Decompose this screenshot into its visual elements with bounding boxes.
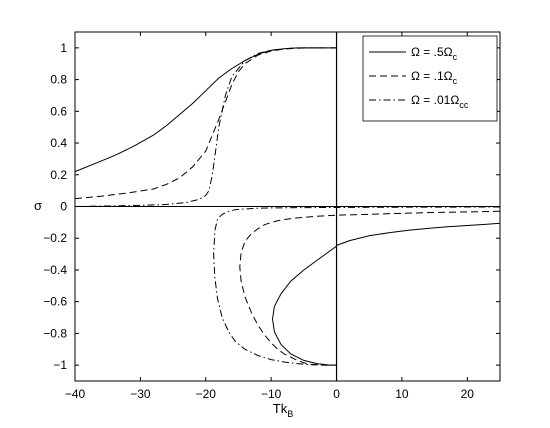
- legend-label-2: Ω = .1Ωc: [411, 69, 458, 86]
- series-1-line-branch-3: [336, 222, 501, 246]
- y-tick-label: −0.4: [43, 263, 67, 277]
- series-2-line-branch-1: [74, 47, 337, 200]
- y-tick-label: −0.2: [43, 231, 67, 245]
- x-axis-label: TkB: [273, 401, 293, 419]
- y-tick-label: −1: [53, 358, 67, 372]
- x-tick-label: 20: [461, 387, 475, 401]
- series-3-line-branch-1: [74, 47, 337, 207]
- legend: Ω = .5Ωc Ω = .1Ωc Ω = .01Ωcc: [362, 35, 498, 122]
- y-tick-label: 0.4: [50, 136, 67, 150]
- legend-label-3: Ω = .01Ωcc: [411, 93, 469, 110]
- y-tick-label: 0.8: [50, 73, 67, 87]
- legend-label-1: Ω = .5Ωc: [411, 45, 458, 62]
- series-3-line-branch-2: [213, 206, 501, 366]
- y-tick-label: 1: [60, 41, 67, 55]
- y-tick-label: −0.6: [43, 295, 67, 309]
- x-tick-label: −30: [130, 387, 151, 401]
- legend-box: [362, 35, 498, 122]
- x-tick-label: −40: [65, 387, 86, 401]
- x-tick-label: 0: [333, 387, 340, 401]
- series-2-line-branch-2: [239, 210, 501, 366]
- y-axis-label: σ: [34, 198, 42, 213]
- y-tick-label: 0.6: [50, 104, 67, 118]
- y-tick-label: 0.2: [50, 168, 67, 182]
- x-tick-label: 10: [395, 387, 409, 401]
- x-tick-label: −20: [196, 387, 217, 401]
- x-tick-label: −10: [261, 387, 282, 401]
- y-tick-label: 0: [60, 200, 67, 214]
- series-1-line-branch-2: [271, 245, 337, 366]
- y-tick-label: −0.8: [43, 326, 67, 340]
